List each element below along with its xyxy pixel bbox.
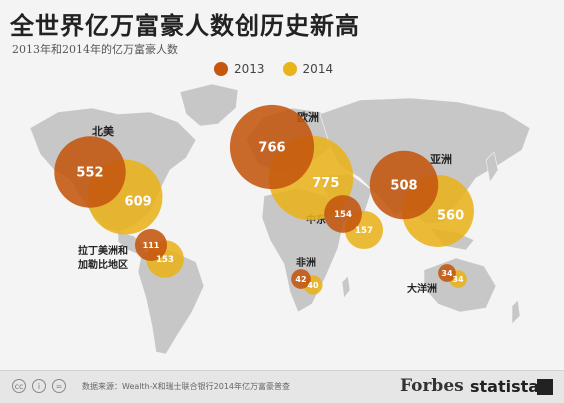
legend-label-2013: 2013 [234, 62, 265, 76]
value-label-latin-america-2013: 111 [143, 241, 160, 250]
landmass-south-america [137, 249, 205, 355]
bubble-asia-2013 [369, 150, 439, 220]
bubble-oceania-2013 [438, 264, 456, 282]
legend-swatch-2013 [214, 62, 228, 76]
landmass-japan [485, 151, 499, 183]
bubble-europe-2013 [229, 104, 315, 190]
value-label-africa-2013: 42 [295, 275, 306, 284]
page-subtitle: 2013年和2014年的亿万富豪人数 [12, 43, 178, 56]
bubble-north-america-2013 [54, 136, 126, 208]
region-label-latin-america: 拉丁美洲和 加勒比地区 [77, 244, 131, 271]
license-icons: cc i = [12, 379, 66, 393]
value-label-north-america-2014: 609 [125, 194, 152, 209]
region-label-latin-america-line2: 加勒比地区 [77, 258, 128, 271]
value-label-asia-2013: 508 [390, 179, 417, 194]
value-label-north-america-2013: 552 [76, 166, 103, 181]
region-label-north-america: 北美 [92, 124, 115, 138]
value-label-europe-2014: 775 [312, 176, 339, 191]
attribution-icon: i [32, 379, 46, 393]
statista-mark-icon [537, 379, 553, 395]
value-label-oceania-2013: 34 [441, 269, 453, 278]
legend-label-2014: 2014 [302, 62, 334, 76]
value-label-asia-2014: 560 [437, 208, 464, 223]
cc-icon: cc [12, 379, 26, 393]
value-label-latin-america-2014: 153 [156, 255, 174, 265]
landmass-greenland [179, 83, 239, 127]
equals-icon: = [52, 379, 66, 393]
value-label-africa-2014: 40 [307, 281, 319, 290]
region-label-latin-america-line1: 拉丁美洲和 [78, 244, 128, 257]
world-bubble-map: 北美 欧洲 亚洲 中东 拉丁美洲和 加勒比地区 非洲 大洋洲 552609766… [29, 83, 531, 355]
legend-swatch-2014 [282, 62, 297, 76]
legend-item-2013: 2013 [214, 62, 265, 76]
page-title: 全世界亿万富豪人数创历史新高 [10, 12, 360, 40]
value-label-oceania-2014: 34 [452, 275, 464, 284]
chart-legend: 2013 2014 [214, 62, 333, 76]
legend-item-2014: 2014 [282, 62, 334, 76]
region-label-africa: 非洲 [296, 256, 316, 269]
bubble-middle-east-2013 [324, 195, 362, 233]
forbes-logo: Forbes [400, 376, 464, 396]
value-label-europe-2013: 766 [258, 141, 285, 156]
bubble-latin-america-2013 [134, 228, 168, 262]
landmass-new-zealand [511, 299, 521, 325]
value-label-middle-east-2014: 157 [355, 226, 373, 236]
region-label-asia: 亚洲 [430, 153, 452, 166]
value-label-middle-east-2013: 154 [334, 210, 352, 220]
source-note: 数据来源：Wealth-X和瑞士联合银行2014年亿万富豪普查 [82, 382, 291, 391]
region-label-oceania: 大洋洲 [407, 282, 437, 295]
landmass-madagascar [341, 275, 351, 299]
statista-logo: statista [470, 377, 540, 396]
footer: cc i = 数据来源：Wealth-X和瑞士联合银行2014年亿万富豪普查 F… [0, 370, 564, 403]
bubble-africa-2013 [291, 269, 311, 289]
